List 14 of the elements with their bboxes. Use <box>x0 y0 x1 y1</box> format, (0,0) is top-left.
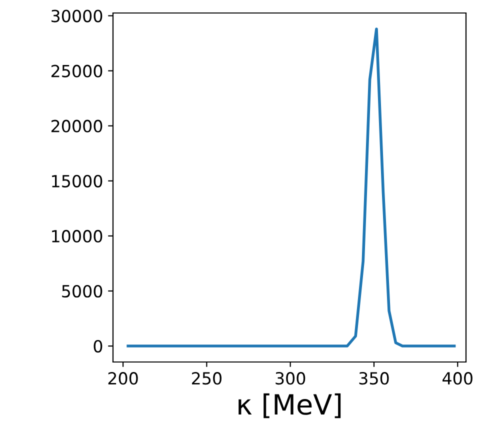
x-tick-label: 300 <box>276 372 306 385</box>
x-tick-label: 400 <box>442 372 472 385</box>
y-tick-label: 0 <box>94 340 102 353</box>
x-axis-title: κ [MeV] <box>238 393 341 418</box>
y-tick-label: 5000 <box>62 284 102 298</box>
y-tick-label: 30000 <box>52 10 102 22</box>
y-tick-label: 10000 <box>52 230 102 243</box>
x-tick-label: 200 <box>108 372 138 385</box>
x-tick-label: 250 <box>192 372 222 385</box>
y-tick-label: 15000 <box>52 174 102 188</box>
x-tick-label: 350 <box>359 372 389 385</box>
y-tick-label: 20000 <box>51 120 102 132</box>
y-tick-label: 25000 <box>51 64 102 78</box>
line-series <box>126 28 456 348</box>
